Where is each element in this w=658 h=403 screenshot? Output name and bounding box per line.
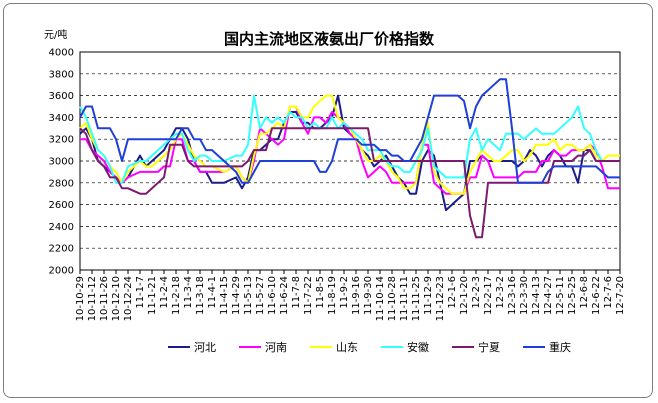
- chart-title: 国内主流地区液氨出厂价格指数: [224, 30, 435, 48]
- x-tick-label: 11-1-21: [147, 276, 158, 315]
- x-tick-label: 12-6-8: [579, 276, 590, 309]
- x-tick-label: 11-4-29: [231, 276, 242, 315]
- y-tick-label: 2600: [49, 200, 74, 211]
- x-tick-label: 10-12-10: [111, 276, 122, 321]
- y-tick-label: 3800: [49, 69, 74, 80]
- legend-label: 河北: [194, 341, 216, 354]
- x-tick-label: 11-9-30: [363, 276, 374, 315]
- x-tick-label: 12-3-30: [519, 276, 530, 315]
- series-line-6: [79, 78, 620, 184]
- x-tick-label: 10-12-24: [123, 276, 134, 321]
- x-tick-label: 11-8-5: [315, 276, 326, 309]
- x-tick-label: 11-12-9: [423, 276, 434, 315]
- x-tick-label: 11-7-8: [291, 276, 302, 309]
- x-tick-label: 11-5-13: [243, 276, 254, 315]
- y-tick-label: 3200: [49, 135, 74, 146]
- legend-label: 山东: [336, 341, 358, 354]
- legend-label: 宁夏: [478, 340, 500, 354]
- x-tick-label: 11-7-22: [303, 276, 314, 315]
- legend: 河北 河南 山东 安徽 宁夏 重庆: [168, 340, 571, 354]
- x-tick-label: 11-4-1: [207, 276, 218, 309]
- x-tick-label: 11-12-23: [435, 276, 446, 321]
- y-tick-label: 3400: [49, 113, 74, 124]
- series-line-2: [80, 105, 620, 195]
- x-tick-label: 11-3-4: [183, 276, 194, 309]
- x-tick-label: 11-6-10: [267, 276, 278, 315]
- x-tick-label: 11-5-27: [255, 276, 266, 315]
- y-tick-label: 3000: [49, 157, 74, 168]
- x-tick-label: 11-2-4: [159, 276, 170, 309]
- x-tick-label: 12-3-2: [495, 276, 506, 309]
- x-tick-label: 12-5-11: [555, 276, 566, 315]
- series-line-1: [79, 94, 620, 212]
- y-tick-label: 2800: [49, 178, 74, 189]
- x-tick-label: 11-6-24: [279, 276, 290, 315]
- x-tick-label: 11-4-15: [219, 276, 230, 315]
- x-axis: 10-10-29 10-11-12 10-11-26 10-12-10 10-12-24…: [75, 270, 626, 321]
- x-tick-label: 11-10-28: [387, 276, 398, 321]
- legend-label: 安徽: [407, 340, 429, 354]
- x-tick-label: 11-11-11: [399, 276, 410, 321]
- x-tick-label: 12-3-16: [507, 276, 518, 315]
- x-tick-label: 10-11-12: [87, 276, 98, 321]
- x-tick-label: 11-10-14: [375, 276, 386, 321]
- y-axis-unit-label: 元/吨: [44, 28, 67, 41]
- series-lines: [79, 78, 620, 239]
- x-tick-label: 12-1-20: [459, 276, 470, 315]
- y-tick-label: 4000: [49, 48, 74, 59]
- chart-frame: [3, 3, 653, 398]
- x-tick-label: 12-5-25: [567, 276, 578, 315]
- x-tick-label: 12-1-6: [447, 276, 458, 309]
- x-tick-label: 12-6-22: [591, 276, 602, 315]
- x-tick-label: 12-4-27: [543, 276, 554, 315]
- x-tick-label: 11-11-25: [411, 276, 422, 321]
- x-tick-label: 12-2-17: [483, 276, 494, 315]
- y-tick-label: 3600: [49, 91, 74, 102]
- x-tick-label: 11-9-2: [339, 276, 350, 309]
- y-tick-label: 2200: [49, 244, 74, 255]
- y-axis: 2000 2200 2400 2600 2800 3000 3200 3400 3600 3800…: [49, 48, 74, 277]
- x-tick-label: 11-2-18: [171, 276, 182, 315]
- x-tick-label: 12-7-20: [615, 276, 626, 315]
- x-tick-label: 10-10-29: [75, 276, 86, 321]
- x-tick-label: 12-4-13: [531, 276, 542, 315]
- x-tick-label: 11-9-16: [351, 276, 362, 315]
- legend-label: 河南: [265, 341, 287, 354]
- x-tick-label: 11-8-19: [327, 276, 338, 315]
- x-tick-label: 11-3-18: [195, 276, 206, 315]
- legend-label: 重庆: [549, 340, 571, 354]
- y-tick-label: 2400: [49, 222, 74, 233]
- series-line-4: [79, 94, 620, 184]
- x-tick-label: 11-1-7: [135, 276, 146, 309]
- x-tick-label: 12-2-3: [471, 276, 482, 309]
- x-tick-label: 10-11-26: [99, 276, 110, 321]
- y-tick-label: 2000: [49, 266, 74, 277]
- x-tick-label: 12-7-6: [603, 276, 614, 309]
